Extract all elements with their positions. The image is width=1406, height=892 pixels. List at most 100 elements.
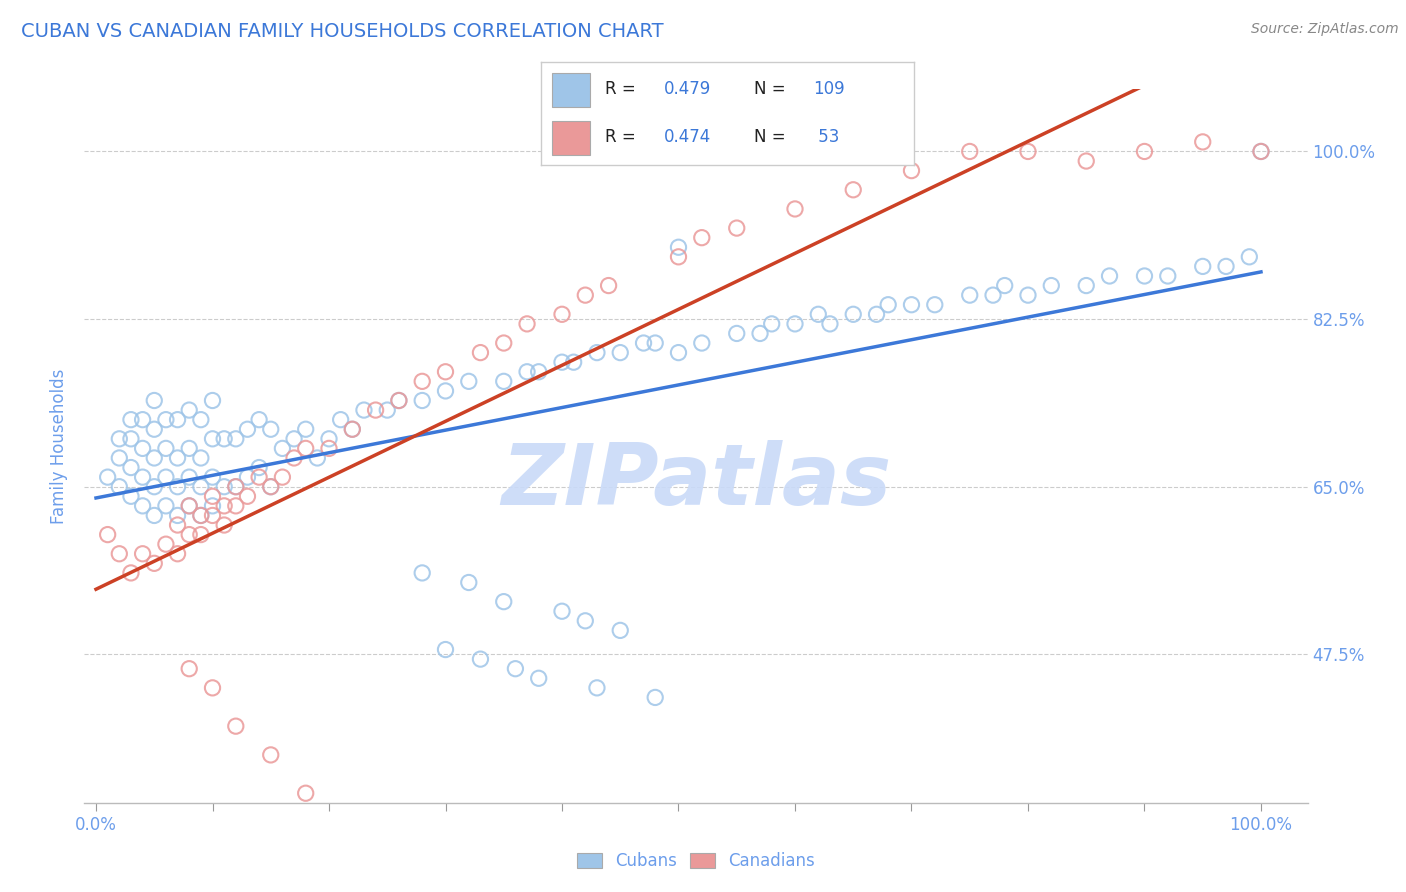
Point: [201, 393, 224, 408]
Point: [108, 547, 131, 561]
Point: [807, 307, 830, 321]
Point: [201, 681, 224, 695]
Point: [143, 393, 166, 408]
Point: [179, 499, 201, 513]
Point: [212, 432, 235, 446]
Point: [294, 442, 316, 456]
Point: [247, 470, 270, 484]
Point: [725, 326, 748, 341]
Point: [725, 221, 748, 235]
Point: [260, 422, 283, 436]
Point: [1250, 145, 1272, 159]
Point: [225, 480, 247, 494]
Point: [120, 432, 142, 446]
Point: [190, 508, 212, 523]
Point: [609, 345, 631, 359]
Point: [108, 432, 131, 446]
Point: [201, 432, 224, 446]
Point: [190, 450, 212, 465]
Point: [505, 662, 527, 676]
Point: [364, 403, 387, 417]
Point: [900, 298, 922, 312]
Point: [143, 508, 166, 523]
Point: [1017, 288, 1039, 302]
FancyBboxPatch shape: [553, 73, 589, 106]
Point: [551, 604, 574, 618]
Point: [143, 480, 166, 494]
Point: [236, 489, 259, 503]
Point: [201, 470, 224, 484]
Point: [329, 412, 352, 426]
Point: [388, 393, 411, 408]
Point: [190, 480, 212, 494]
Point: [236, 422, 259, 436]
Point: [574, 614, 596, 628]
Point: [120, 489, 142, 503]
Point: [97, 470, 120, 484]
Point: [644, 336, 666, 351]
Point: [271, 442, 294, 456]
Point: [120, 412, 142, 426]
Point: [179, 403, 201, 417]
Point: [818, 317, 841, 331]
Point: [131, 547, 153, 561]
Point: [131, 442, 153, 456]
Point: [166, 547, 188, 561]
Point: [271, 470, 294, 484]
Point: [516, 365, 538, 379]
Text: R =: R =: [605, 128, 641, 146]
Point: [1191, 135, 1213, 149]
Point: [179, 662, 201, 676]
Point: [190, 508, 212, 523]
Point: [574, 288, 596, 302]
Point: [166, 480, 188, 494]
Point: [143, 450, 166, 465]
Point: [108, 480, 131, 494]
Point: [865, 307, 887, 321]
Point: [225, 719, 247, 733]
Point: [633, 336, 655, 351]
Point: [551, 307, 574, 321]
Point: [155, 499, 177, 513]
Point: [457, 575, 479, 590]
Point: [120, 460, 142, 475]
Point: [783, 317, 806, 331]
Point: [492, 594, 515, 608]
Point: [166, 508, 188, 523]
Point: [690, 336, 713, 351]
Point: [155, 412, 177, 426]
Point: [551, 355, 574, 369]
Point: [225, 499, 247, 513]
Point: [179, 527, 201, 541]
Legend: Cubans, Canadians: Cubans, Canadians: [569, 846, 823, 877]
Point: [1076, 278, 1098, 293]
Point: [190, 527, 212, 541]
Text: 0.479: 0.479: [664, 80, 711, 98]
Point: [294, 422, 316, 436]
Text: R =: R =: [605, 80, 641, 98]
Text: 0.474: 0.474: [664, 128, 711, 146]
Point: [783, 202, 806, 216]
Point: [307, 450, 329, 465]
Point: [201, 508, 224, 523]
Point: [201, 499, 224, 513]
Point: [1191, 260, 1213, 274]
Point: [1098, 268, 1121, 283]
Point: [353, 403, 375, 417]
Point: [247, 412, 270, 426]
Point: [492, 336, 515, 351]
Point: [155, 470, 177, 484]
Point: [236, 470, 259, 484]
Text: Source: ZipAtlas.com: Source: ZipAtlas.com: [1251, 22, 1399, 37]
Point: [492, 375, 515, 389]
Point: [1157, 268, 1180, 283]
Point: [260, 480, 283, 494]
Point: [225, 432, 247, 446]
Point: [470, 345, 492, 359]
Point: [131, 470, 153, 484]
Point: [668, 345, 690, 359]
Point: [166, 518, 188, 533]
Point: [527, 671, 550, 685]
Point: [586, 681, 609, 695]
Point: [900, 163, 922, 178]
